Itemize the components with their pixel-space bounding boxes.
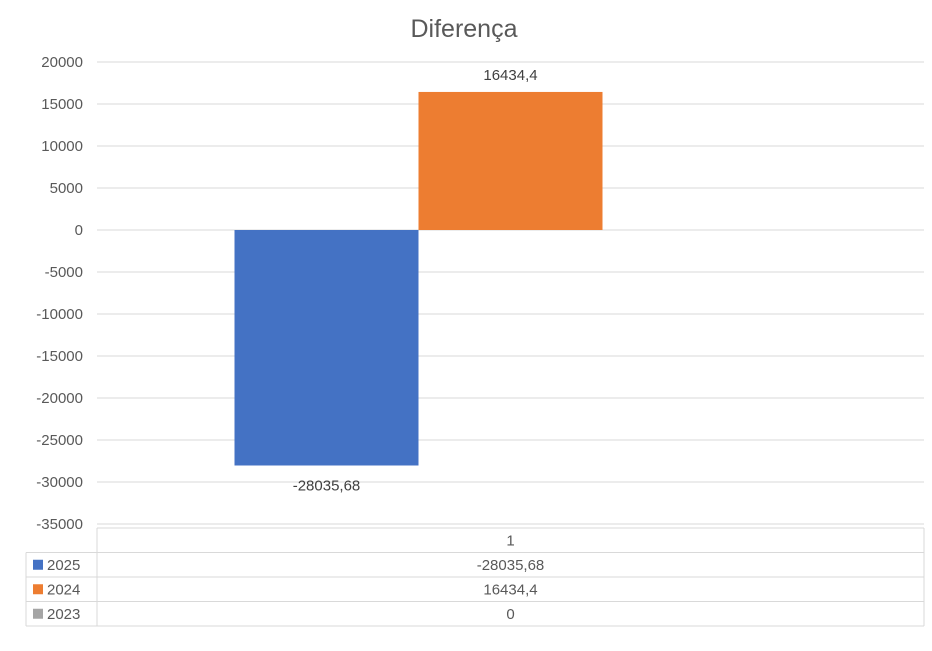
y-tick-label: 0 — [75, 222, 83, 239]
table-value-2023: 0 — [506, 606, 514, 623]
bars — [234, 91, 603, 466]
legend-label-2025: 2025 — [47, 557, 80, 574]
legend-swatch-2025 — [33, 559, 43, 570]
data-labels: -28035,68 16434,4 — [293, 67, 538, 495]
bar-2024 — [418, 91, 603, 230]
y-tick-label: 5000 — [50, 180, 83, 197]
table-category-header: 1 — [506, 532, 514, 549]
y-tick-label: -25000 — [36, 432, 83, 449]
y-axis-ticks: 20000 15000 10000 5000 0 -5000 -10000 -15000 -20… — [36, 54, 83, 533]
legend-label-2024: 2024 — [47, 581, 80, 598]
y-tick-label: 15000 — [41, 96, 83, 113]
data-label-2024: 16434,4 — [483, 67, 537, 84]
legend-swatch-2024 — [33, 584, 43, 595]
y-tick-label: -10000 — [36, 306, 83, 323]
y-tick-label: -30000 — [36, 474, 83, 491]
chart-title: Diferença — [411, 15, 518, 43]
y-tick-label: -5000 — [45, 264, 83, 281]
data-table: 1 2025 -28035,68 2024 16434,4 2023 0 — [25, 527, 925, 627]
y-tick-label: -15000 — [36, 348, 83, 365]
table-value-2024: 16434,4 — [483, 581, 537, 598]
legend-swatch-2023 — [33, 608, 43, 619]
data-label-2025: -28035,68 — [293, 477, 361, 494]
bar-2025 — [234, 230, 419, 466]
y-tick-label: -20000 — [36, 390, 83, 407]
y-tick-label: -35000 — [36, 516, 83, 533]
table-value-2025: -28035,68 — [477, 557, 545, 574]
y-tick-label: 10000 — [41, 138, 83, 155]
y-tick-label: 20000 — [41, 54, 83, 71]
legend-label-2023: 2023 — [47, 606, 80, 623]
